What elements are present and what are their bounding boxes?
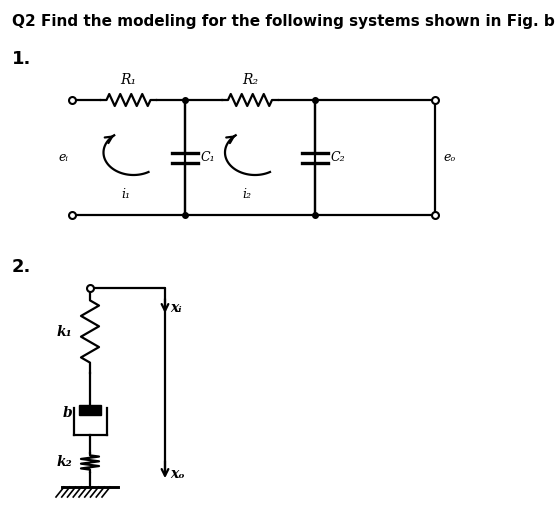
Text: i₂: i₂ [243,188,251,200]
Text: i₁: i₁ [121,188,130,200]
Text: k₁: k₁ [56,324,72,339]
Text: 2.: 2. [12,258,32,276]
Text: C₁: C₁ [201,151,216,164]
Text: 1.: 1. [12,50,32,68]
Text: b: b [62,406,72,420]
Text: R₁: R₁ [120,73,137,87]
Text: R₂: R₂ [242,73,258,87]
Text: eₒ: eₒ [443,151,455,164]
Text: k₂: k₂ [56,455,72,469]
Bar [79,405,101,415]
Text: Q2 Find the modeling for the following systems shown in Fig. below: Q2 Find the modeling for the following s… [12,14,555,29]
Text: xᵢ: xᵢ [170,301,181,315]
Text: C₂: C₂ [331,151,346,164]
Text: eᵢ: eᵢ [58,151,68,164]
Text: xₒ: xₒ [170,466,185,481]
